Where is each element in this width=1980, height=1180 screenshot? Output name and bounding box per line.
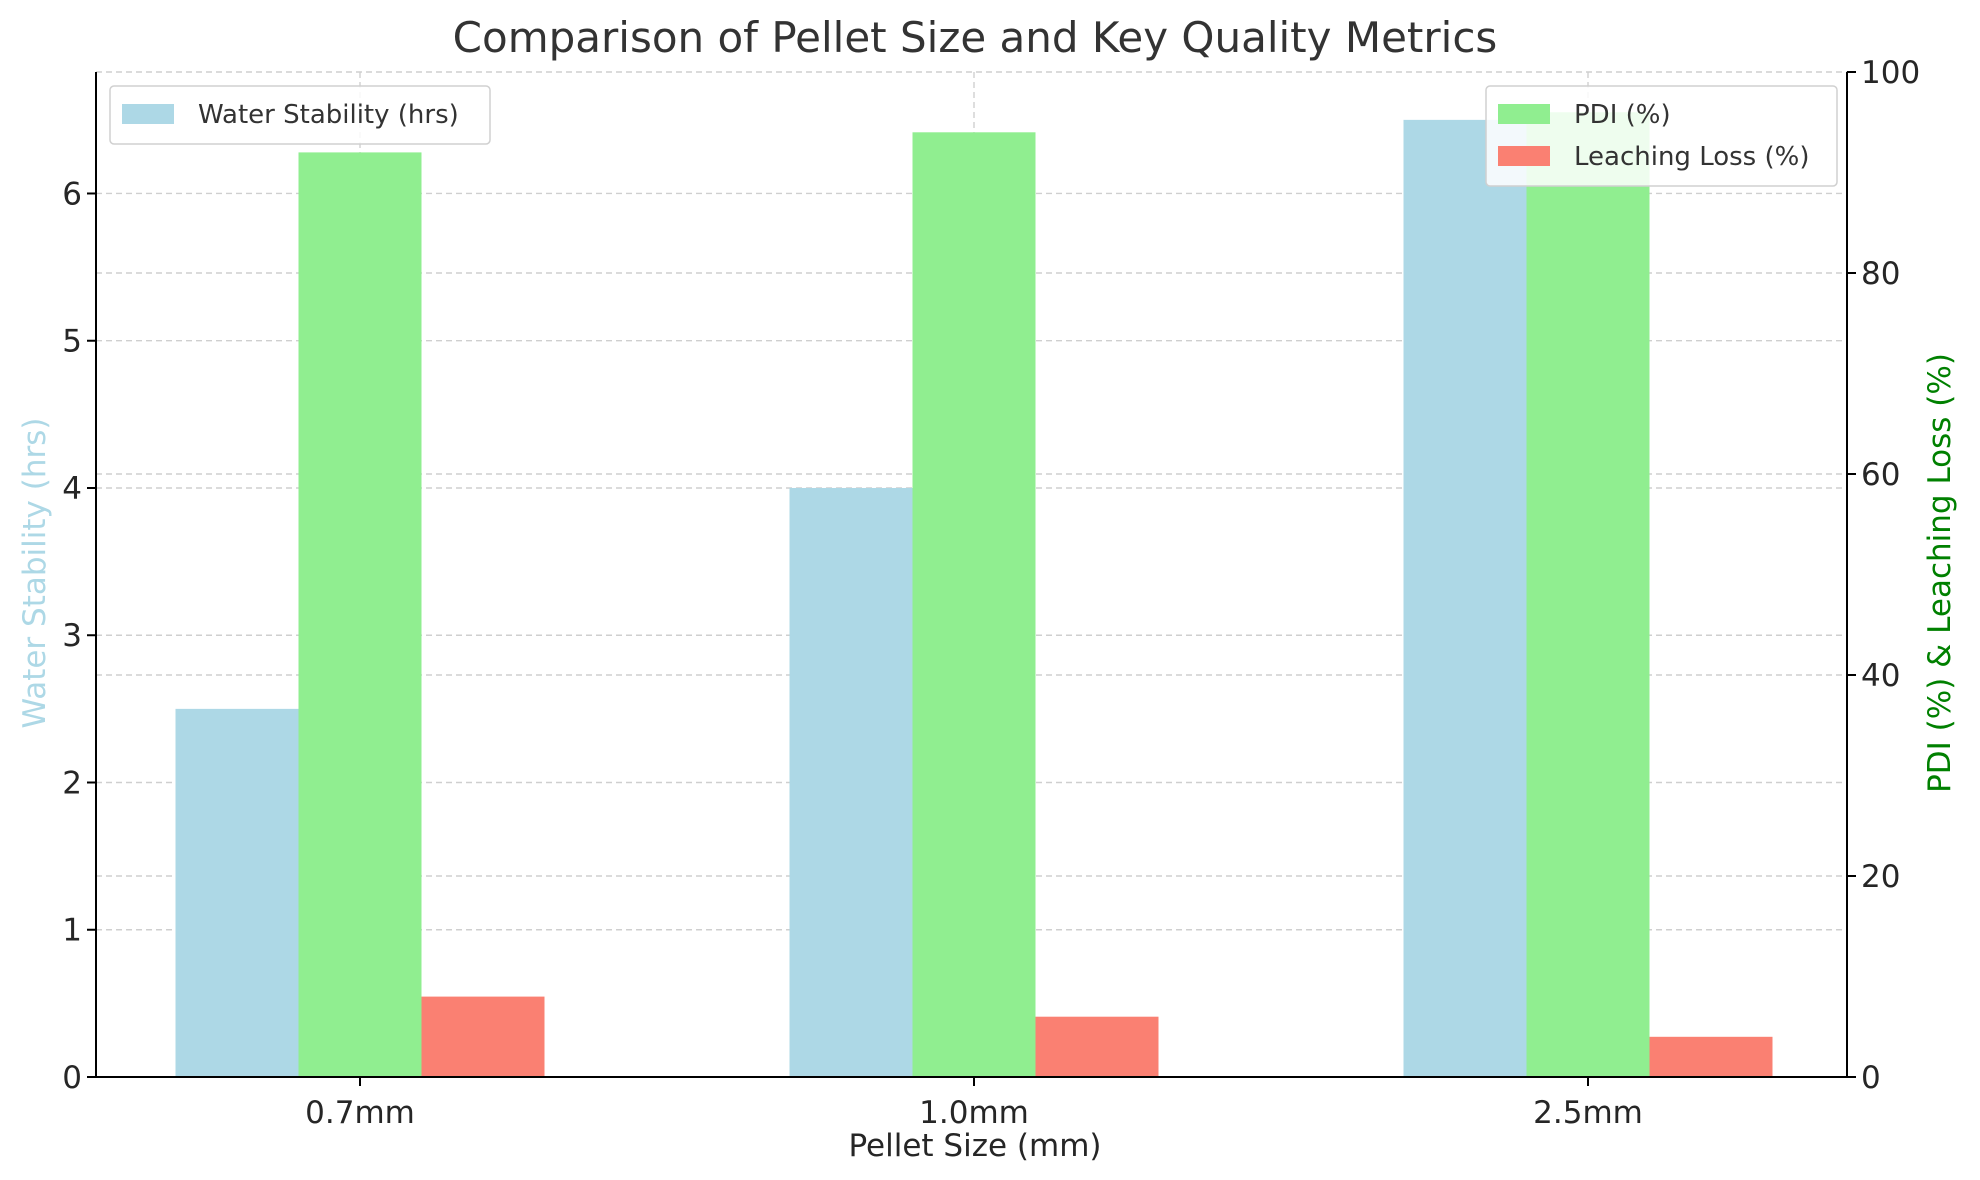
legend-swatch — [1498, 104, 1550, 124]
x-axis-label: Pellet Size (mm) — [848, 1128, 1101, 1164]
y-left-tick-label: 1 — [62, 913, 82, 949]
bar-pdi-2-5mm — [1526, 112, 1650, 1077]
y-left-tick-label: 4 — [62, 471, 82, 507]
bar-pdi-0-7mm — [298, 152, 422, 1077]
y-left-tick-label: 0 — [62, 1060, 82, 1096]
bar-leaching-loss-1-0mm — [1035, 1016, 1159, 1077]
y-right-tick-label: 40 — [1861, 658, 1900, 694]
y-left-tick-label: 3 — [62, 618, 82, 654]
legend-left: Water Stability (hrs) — [109, 85, 491, 145]
y-right-tick-label: 20 — [1861, 859, 1900, 895]
bar-water-stability-hrs-1-0mm — [789, 487, 913, 1077]
y-left-tick-label: 6 — [62, 176, 82, 212]
y-axis-left-label: Water Stability (hrs) — [17, 418, 53, 729]
legend-swatch — [1498, 146, 1550, 166]
legend-right: PDI (%) Leaching Loss (%) — [1485, 85, 1838, 187]
x-tick-label: 0.7mm — [305, 1095, 415, 1131]
x-tick-label: 1.0mm — [919, 1095, 1029, 1131]
y-left-tick-label: 2 — [62, 765, 82, 801]
y-left-tick-label: 5 — [62, 324, 82, 360]
bar-water-stability-hrs-0-7mm — [175, 708, 299, 1077]
y-right-tick-label: 0 — [1861, 1060, 1881, 1096]
bar-pdi-1-0mm — [912, 132, 1036, 1078]
bars-layer — [175, 112, 1773, 1078]
bar-leaching-loss-2-5mm — [1649, 1036, 1773, 1077]
y-axis-right-label: PDI (%) & Leaching Loss (%) — [1922, 353, 1958, 793]
bar-leaching-loss-0-7mm — [421, 996, 545, 1077]
y-right-tick-label: 80 — [1861, 256, 1900, 292]
x-tick-label: 2.5mm — [1533, 1095, 1643, 1131]
legend-right-box — [1485, 85, 1838, 187]
legend-left-box — [109, 85, 491, 145]
legend-entry-label: Water Stability (hrs) — [198, 100, 459, 130]
y-right-tick-label: 100 — [1861, 55, 1920, 91]
bar-water-stability-hrs-2-5mm — [1403, 119, 1527, 1078]
legend-layer: Water Stability (hrs) PDI (%) Leaching Los… — [109, 85, 1838, 187]
legend-entry-label: Leaching Loss (%) — [1574, 142, 1810, 172]
legend-swatch — [122, 104, 174, 124]
y-right-tick-label: 60 — [1861, 457, 1900, 493]
chart-title: Comparison of Pellet Size and Key Qualit… — [453, 13, 1498, 62]
legend-entry-label: PDI (%) — [1574, 100, 1671, 130]
labels-layer: Comparison of Pellet Size and Key Qualit… — [17, 13, 1958, 1164]
